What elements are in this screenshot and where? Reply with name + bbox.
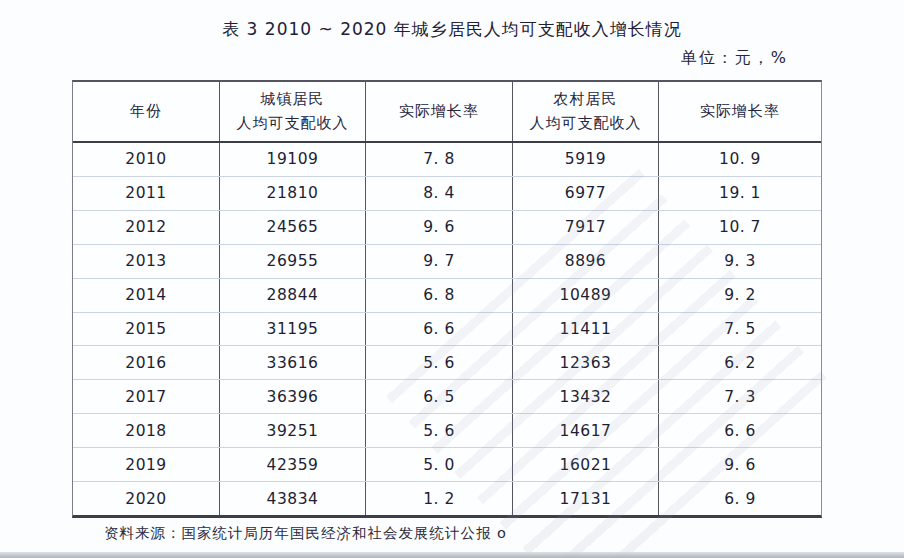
value-cell: 1. 2 — [366, 482, 513, 515]
table-row: 2019423595. 0160219. 6 — [73, 448, 821, 482]
year-cell: 2015 — [73, 313, 220, 346]
value-cell: 6. 6 — [659, 414, 821, 447]
value-cell: 43834 — [220, 482, 366, 515]
column-header-line: 实际增长率 — [399, 100, 479, 123]
table-row: 2011218108. 4697719. 1 — [73, 177, 821, 211]
value-cell: 24565 — [220, 211, 366, 244]
value-cell: 7. 5 — [659, 313, 821, 346]
table-row: 2013269559. 788969. 3 — [73, 245, 821, 279]
value-cell: 6977 — [513, 177, 659, 210]
value-cell: 8. 4 — [366, 177, 513, 210]
value-cell: 6. 2 — [659, 346, 821, 379]
source-note: 资料来源：国家统计局历年国民经济和社会发展统计公报 o — [104, 524, 507, 543]
value-cell: 10. 9 — [659, 143, 821, 176]
unit-label: 单位：元，% — [681, 48, 788, 69]
value-cell: 14617 — [513, 414, 659, 447]
value-cell: 5919 — [513, 143, 659, 176]
value-cell: 21810 — [220, 177, 366, 210]
value-cell: 6. 6 — [366, 313, 513, 346]
value-cell: 9. 2 — [659, 279, 821, 312]
year-cell: 2014 — [73, 279, 220, 312]
income-table: 年份城镇居民人均可支配收入实际增长率农村居民人均可支配收入实际增长率 20101… — [72, 80, 822, 518]
year-cell: 2016 — [73, 346, 220, 379]
value-cell: 19. 1 — [659, 177, 821, 210]
value-cell: 31195 — [220, 313, 366, 346]
value-cell: 36396 — [220, 380, 366, 413]
column-header: 年份 — [73, 82, 220, 141]
column-header-line: 年份 — [130, 100, 162, 123]
column-header: 农村居民人均可支配收入 — [513, 82, 659, 141]
table-row: 2012245659. 6791710. 7 — [73, 211, 821, 245]
value-cell: 9. 6 — [366, 211, 513, 244]
value-cell: 17131 — [513, 482, 659, 515]
value-cell: 9. 6 — [659, 448, 821, 481]
value-cell: 11411 — [513, 313, 659, 346]
value-cell: 19109 — [220, 143, 366, 176]
column-header-line: 农村居民 — [554, 88, 618, 111]
value-cell: 8896 — [513, 245, 659, 278]
value-cell: 33616 — [220, 346, 366, 379]
table-row: 2017363966. 5134327. 3 — [73, 380, 821, 414]
column-header: 城镇居民人均可支配收入 — [220, 82, 366, 141]
table-row: 2015311956. 6114117. 5 — [73, 313, 821, 347]
value-cell: 7. 3 — [659, 380, 821, 413]
value-cell: 13432 — [513, 380, 659, 413]
table-row: 2014288446. 8104899. 2 — [73, 279, 821, 313]
year-cell: 2012 — [73, 211, 220, 244]
year-cell: 2019 — [73, 448, 220, 481]
value-cell: 10489 — [513, 279, 659, 312]
year-cell: 2010 — [73, 143, 220, 176]
value-cell: 7. 8 — [366, 143, 513, 176]
page-bottom-edge — [0, 552, 904, 558]
value-cell: 6. 8 — [366, 279, 513, 312]
table-title: 表 3 2010 ~ 2020 年城乡居民人均可支配收入增长情况 — [0, 18, 904, 41]
column-header-line: 城镇居民 — [261, 88, 325, 111]
year-cell: 2011 — [73, 177, 220, 210]
value-cell: 26955 — [220, 245, 366, 278]
value-cell: 6. 5 — [366, 380, 513, 413]
year-cell: 2020 — [73, 482, 220, 515]
column-header-line: 人均可支配收入 — [530, 112, 642, 135]
value-cell: 9. 7 — [366, 245, 513, 278]
column-header-line: 人均可支配收入 — [237, 112, 349, 135]
column-header: 实际增长率 — [659, 82, 821, 141]
table-row: 2010191097. 8591910. 9 — [73, 143, 821, 177]
value-cell: 10. 7 — [659, 211, 821, 244]
value-cell: 42359 — [220, 448, 366, 481]
document-page: 表 3 2010 ~ 2020 年城乡居民人均可支配收入增长情况 单位：元，% … — [0, 0, 904, 558]
value-cell: 5. 6 — [366, 346, 513, 379]
table-body: 2010191097. 8591910. 92011218108. 469771… — [73, 143, 821, 515]
value-cell: 9. 3 — [659, 245, 821, 278]
year-cell: 2018 — [73, 414, 220, 447]
table-row: 2016336165. 6123636. 2 — [73, 346, 821, 380]
value-cell: 5. 6 — [366, 414, 513, 447]
value-cell: 12363 — [513, 346, 659, 379]
value-cell: 7917 — [513, 211, 659, 244]
column-header: 实际增长率 — [366, 82, 513, 141]
year-cell: 2017 — [73, 380, 220, 413]
value-cell: 16021 — [513, 448, 659, 481]
value-cell: 6. 9 — [659, 482, 821, 515]
table-row: 2018392515. 6146176. 6 — [73, 414, 821, 448]
value-cell: 28844 — [220, 279, 366, 312]
table-header-row: 年份城镇居民人均可支配收入实际增长率农村居民人均可支配收入实际增长率 — [73, 82, 821, 143]
value-cell: 39251 — [220, 414, 366, 447]
table-row: 2020438341. 2171316. 9 — [73, 482, 821, 515]
value-cell: 5. 0 — [366, 448, 513, 481]
year-cell: 2013 — [73, 245, 220, 278]
column-header-line: 实际增长率 — [700, 100, 780, 123]
